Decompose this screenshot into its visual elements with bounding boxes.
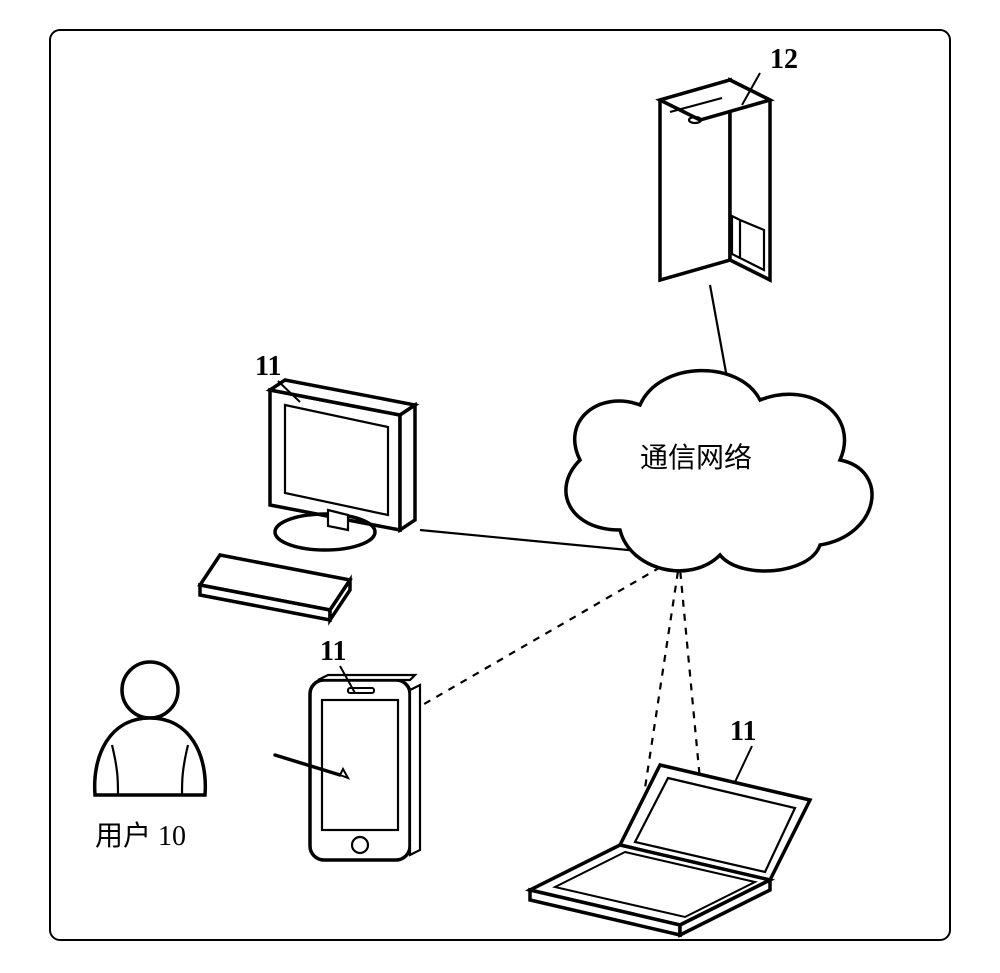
phone-node — [275, 666, 420, 860]
edge-server-cloud — [710, 285, 727, 378]
laptop-node — [530, 746, 810, 935]
edge-laptop-cloud — [679, 558, 700, 780]
monitor-label: 11 — [255, 351, 281, 382]
edge-laptop-cloud — [645, 558, 680, 788]
user-node — [95, 662, 206, 795]
cloud-label: 通信网络 — [640, 442, 752, 474]
phone-label: 11 — [320, 636, 346, 667]
server-label: 12 — [770, 44, 798, 75]
monitor-node — [200, 380, 415, 620]
laptop-label: 11 — [730, 716, 756, 747]
user-label: 用户 10 — [95, 820, 186, 852]
server-node — [660, 73, 770, 280]
edge-phone-cloud — [400, 557, 678, 718]
